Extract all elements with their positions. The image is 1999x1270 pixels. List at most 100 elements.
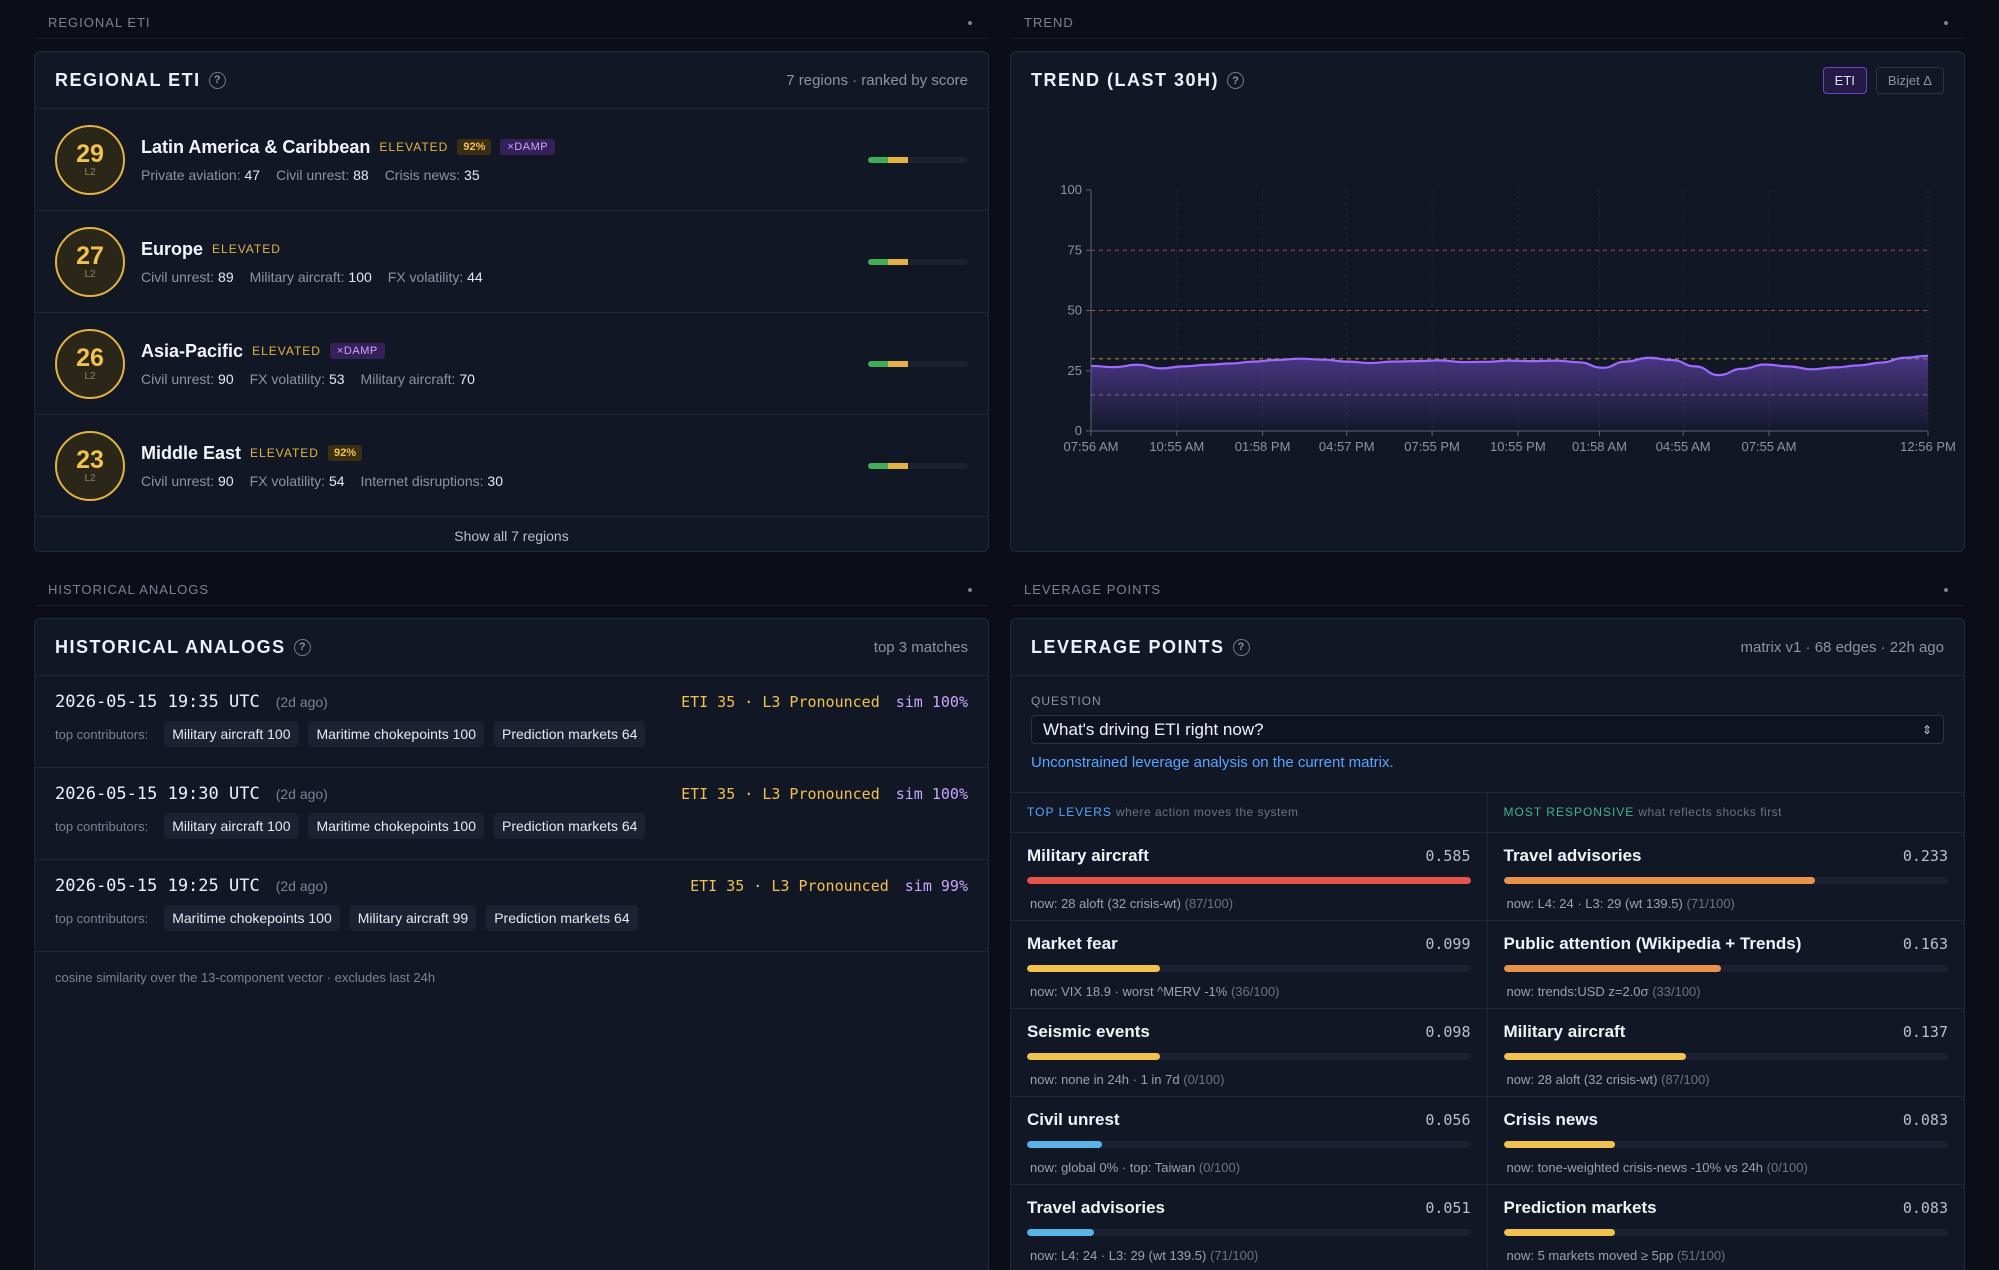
question-note: Unconstrained leverage analysis on the c… (1031, 754, 1394, 771)
metric-value: 54 (328, 472, 345, 489)
help-icon[interactable]: ? (1232, 638, 1250, 656)
leverage-bar-fill (1027, 1229, 1094, 1236)
metric-value: 44 (467, 268, 483, 285)
leverage-now-text: now: tone-weighted crisis-news -10% vs 2… (1506, 1160, 1764, 1175)
metric-value: 35 (464, 166, 480, 183)
x-tick-label: 04:57 PM (1319, 439, 1375, 454)
leverage-now: now: VIX 18.9 · worst ^MERV -1% (36/100) (1027, 984, 1471, 999)
region-header: Middle East ELEVATED 92% (141, 443, 503, 464)
panel-header: REGIONAL ETI ? 7 regions · ranked by sco… (35, 52, 988, 109)
most-responsive-header: MOST RESPONSIVE what reflects shocks firs… (1487, 793, 1964, 833)
question-select[interactable]: What's driving ETI right now? ⇕ (1031, 715, 1944, 744)
leverage-score: 0.233 (1902, 847, 1948, 865)
region-metrics: Private aviation: 47 Civil unrest: 88 Cris… (141, 167, 555, 183)
panel-title: HISTORICAL ANALOGS (55, 636, 286, 657)
leverage-item[interactable]: Travel advisories 0.051 now: L4: 24 · L3: … (1011, 1185, 1487, 1270)
region-score-bar (868, 156, 968, 163)
panel-title: LEVERAGE POINTS (1031, 636, 1225, 657)
show-all-regions-link[interactable]: Show all 7 regions (454, 528, 569, 544)
region-header: Europe ELEVATED (141, 239, 483, 260)
leverage-now-text: now: L4: 24 · L3: 29 (wt 139.5) (1506, 896, 1683, 911)
region-name: Latin America & Caribbean (141, 136, 371, 157)
analog-eti: ETI 35 · L3 Pronounced (681, 785, 880, 803)
leverage-now-text: now: VIX 18.9 · worst ^MERV -1% (1030, 984, 1228, 999)
metric-label: Military aircraft: (360, 370, 456, 387)
toggle-eti-button[interactable]: ETI (1822, 67, 1867, 94)
panel-header: LEVERAGE POINTS ? matrix v1 · 68 edges ·… (1011, 619, 1964, 676)
section-label-trend: TREND (1024, 15, 1074, 30)
leverage-item[interactable]: Military aircraft 0.137 now: 28 aloft (32 … (1487, 1009, 1964, 1097)
section-label-leverage: LEVERAGE POINTS (1024, 582, 1162, 597)
collapse-dot-icon[interactable] (968, 21, 972, 25)
most-responsive-title: MOST RESPONSIVE (1503, 805, 1635, 819)
help-icon[interactable]: ? (1227, 72, 1245, 89)
analog-header: 2026-05-15 19:35 UTC (2d ago) ETI 35 · L3 … (55, 692, 968, 712)
most-responsive-column: MOST RESPONSIVE what reflects shocks firs… (1487, 793, 1965, 1270)
analog-row[interactable]: 2026-05-15 19:35 UTC (2d ago) ETI 35 · L3 … (35, 676, 988, 768)
leverage-item[interactable]: Military aircraft 0.585 now: 28 aloft (32 … (1011, 833, 1487, 921)
trend-chart: 07:56 AM 10:55 AM 01:58 PM 04:57 PM 07:55 PM… (1060, 182, 1956, 454)
leverage-item[interactable]: Public attention (Wikipedia + Trends) 0.1… (1487, 921, 1964, 1009)
leverage-item[interactable]: Seismic events 0.098 now: none in 24h · 1 … (1011, 1009, 1487, 1097)
region-score: 29 (76, 140, 104, 168)
collapse-dot-icon[interactable] (1944, 588, 1948, 592)
leverage-item[interactable]: Prediction markets 0.083 now: 5 markets mo… (1488, 1185, 1965, 1270)
metric: Civil unrest: 88 (276, 167, 369, 183)
leverage-item[interactable]: Travel advisories 0.233 now: L4: 24 · L3: … (1487, 833, 1964, 921)
bar-segment-green (868, 360, 888, 367)
region-row[interactable]: 27 L2 Europe ELEVATED Civil unrest: 89 Milita… (35, 211, 988, 313)
section-label-analogs: HISTORICAL ANALOGS (48, 582, 210, 597)
leverage-bar (1503, 1141, 1948, 1148)
analog-eti: ETI 35 · L3 Pronounced (681, 693, 880, 711)
collapse-dot-icon[interactable] (1944, 21, 1948, 25)
region-row[interactable]: 23 L2 Middle East ELEVATED 92% Civil unrest: … (35, 415, 988, 517)
toggle-bizjet-button[interactable]: Bizjet Δ (1875, 67, 1944, 94)
collapse-dot-icon[interactable] (968, 588, 972, 592)
metric: Internet disruptions: 30 (361, 473, 503, 489)
leverage-item[interactable]: Crisis news 0.083 now: tone-weighted crisi… (1487, 1097, 1964, 1185)
leverage-item-header: Civil unrest 0.056 (1027, 1110, 1471, 1130)
y-tick-label: 0 (1075, 423, 1082, 438)
status-badge: ELEVATED (379, 140, 449, 154)
leverage-now-score: (33/100) (1652, 984, 1701, 999)
analog-contributors: top contributors: Maritime chokepoints 10… (55, 905, 968, 931)
analog-row[interactable]: 2026-05-15 19:30 UTC (2d ago) ETI 35 · L3 … (35, 768, 988, 860)
contributor-chip: Military aircraft 99 (349, 905, 477, 931)
region-row[interactable]: 26 L2 Asia-Pacific ELEVATED ×DAMP Civil unres… (35, 313, 988, 415)
leverage-bar-fill (1027, 965, 1161, 972)
metric-label: Internet disruptions: (360, 472, 484, 489)
y-tick-label: 50 (1068, 303, 1082, 318)
y-tick-label: 75 (1068, 242, 1082, 257)
leverage-item[interactable]: Civil unrest 0.056 now: global 0% · top: T… (1011, 1097, 1487, 1185)
leverage-item[interactable]: Market fear 0.099 now: VIX 18.9 · worst ^M… (1011, 921, 1487, 1009)
analog-row[interactable]: 2026-05-15 19:25 UTC (2d ago) ETI 35 · L3 … (35, 860, 988, 952)
contributor-chip: Maritime chokepoints 100 (308, 813, 485, 839)
metric-label: FX volatility: (249, 472, 326, 489)
panel-meta: top 3 matches (873, 638, 968, 656)
trend-panel: TREND (LAST 30H) ? ETI Bizjet Δ 07:56 AM… (1010, 51, 1965, 552)
contributor-chip: Military aircraft 100 (164, 813, 299, 839)
help-icon[interactable]: ? (208, 71, 226, 89)
analog-eti: ETI 35 · L3 Pronounced (690, 877, 889, 895)
leverage-now-score: (0/100) (1183, 1072, 1225, 1087)
help-icon[interactable]: ? (293, 638, 311, 656)
leverage-item-header: Travel advisories 0.051 (1027, 1198, 1471, 1218)
leverage-bar (1027, 1229, 1471, 1236)
leverage-score: 0.099 (1425, 935, 1471, 953)
region-score: 27 (76, 242, 104, 270)
status-badge: ELEVATED (212, 242, 281, 256)
analog-contributors: top contributors: Military aircraft 100 Ma… (55, 721, 968, 747)
top-levers-title: TOP LEVERS (1027, 805, 1112, 819)
leverage-bar (1503, 1053, 1948, 1060)
score-badge: 26 L2 (55, 328, 125, 399)
metric-label: FX volatility: (249, 370, 326, 387)
leverage-now-score: (71/100) (1686, 896, 1735, 911)
region-row[interactable]: 29 L2 Latin America & Caribbean ELEVATED 92%… (35, 109, 988, 211)
metric: Military aircraft: 70 (361, 371, 475, 387)
question-label: QUESTION (1031, 694, 1102, 708)
top-levers-column: TOP LEVERS where action moves the system … (1011, 793, 1488, 1270)
contributor-chip: Maritime chokepoints 100 (164, 905, 340, 931)
x-tick-label: 10:55 PM (1490, 439, 1546, 454)
confidence-badge: 92% (457, 139, 492, 155)
y-tick-label: 25 (1068, 363, 1082, 378)
